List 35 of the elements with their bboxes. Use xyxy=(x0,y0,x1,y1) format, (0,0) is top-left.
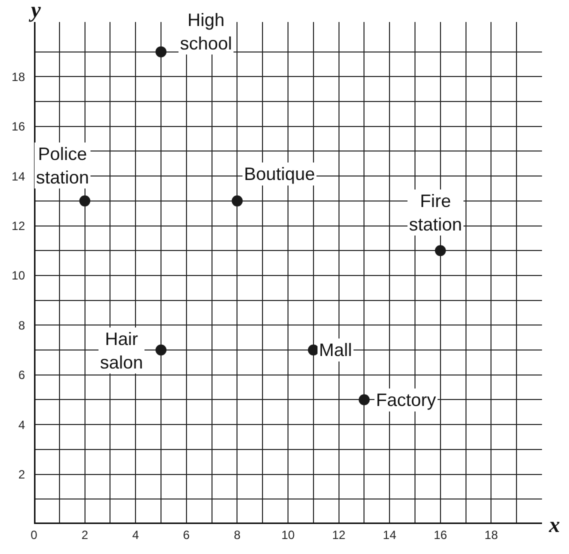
annotation: Mall xyxy=(319,340,352,360)
y-tick-label: 2 xyxy=(18,468,26,482)
point xyxy=(156,46,166,58)
x-tick-label: 10 xyxy=(281,528,295,542)
annotation: Police station xyxy=(36,144,90,188)
x-tick-label: 0 xyxy=(30,528,38,542)
point xyxy=(434,245,446,256)
y-tick-label: 8 xyxy=(18,318,26,332)
point xyxy=(79,195,90,206)
x-tick-label: 6 xyxy=(183,528,190,542)
y-axis-title: y xyxy=(28,0,41,22)
point xyxy=(358,394,370,406)
point xyxy=(156,344,166,356)
annotation: Factory xyxy=(376,390,436,410)
annotation: Fire station xyxy=(409,191,462,234)
point xyxy=(232,195,243,206)
x-tick-label: 14 xyxy=(382,528,397,542)
x-tick-label: 8 xyxy=(234,528,241,542)
y-tick-label: 6 xyxy=(18,368,26,382)
y-tick-label: 12 xyxy=(12,218,26,233)
y-tick-label: 14 xyxy=(12,169,26,184)
y-tick-label: 16 xyxy=(12,120,26,134)
y-tick-label: 4 xyxy=(18,418,26,432)
x-tick-label: 12 xyxy=(332,528,346,542)
annotation: Hair salon xyxy=(100,329,144,372)
x-tick-label: 2 xyxy=(81,528,88,542)
x-tick-label: 18 xyxy=(484,528,498,542)
x-tick-label: 16 xyxy=(434,528,448,542)
x-tick-label: 4 xyxy=(132,528,140,542)
y-tick-label: 18 xyxy=(12,70,26,84)
annotation: Boutique xyxy=(244,164,316,184)
annotation: High school xyxy=(180,10,232,54)
point xyxy=(308,344,319,356)
x-axis-title: x xyxy=(548,512,560,537)
y-tick-label: 10 xyxy=(12,268,26,283)
